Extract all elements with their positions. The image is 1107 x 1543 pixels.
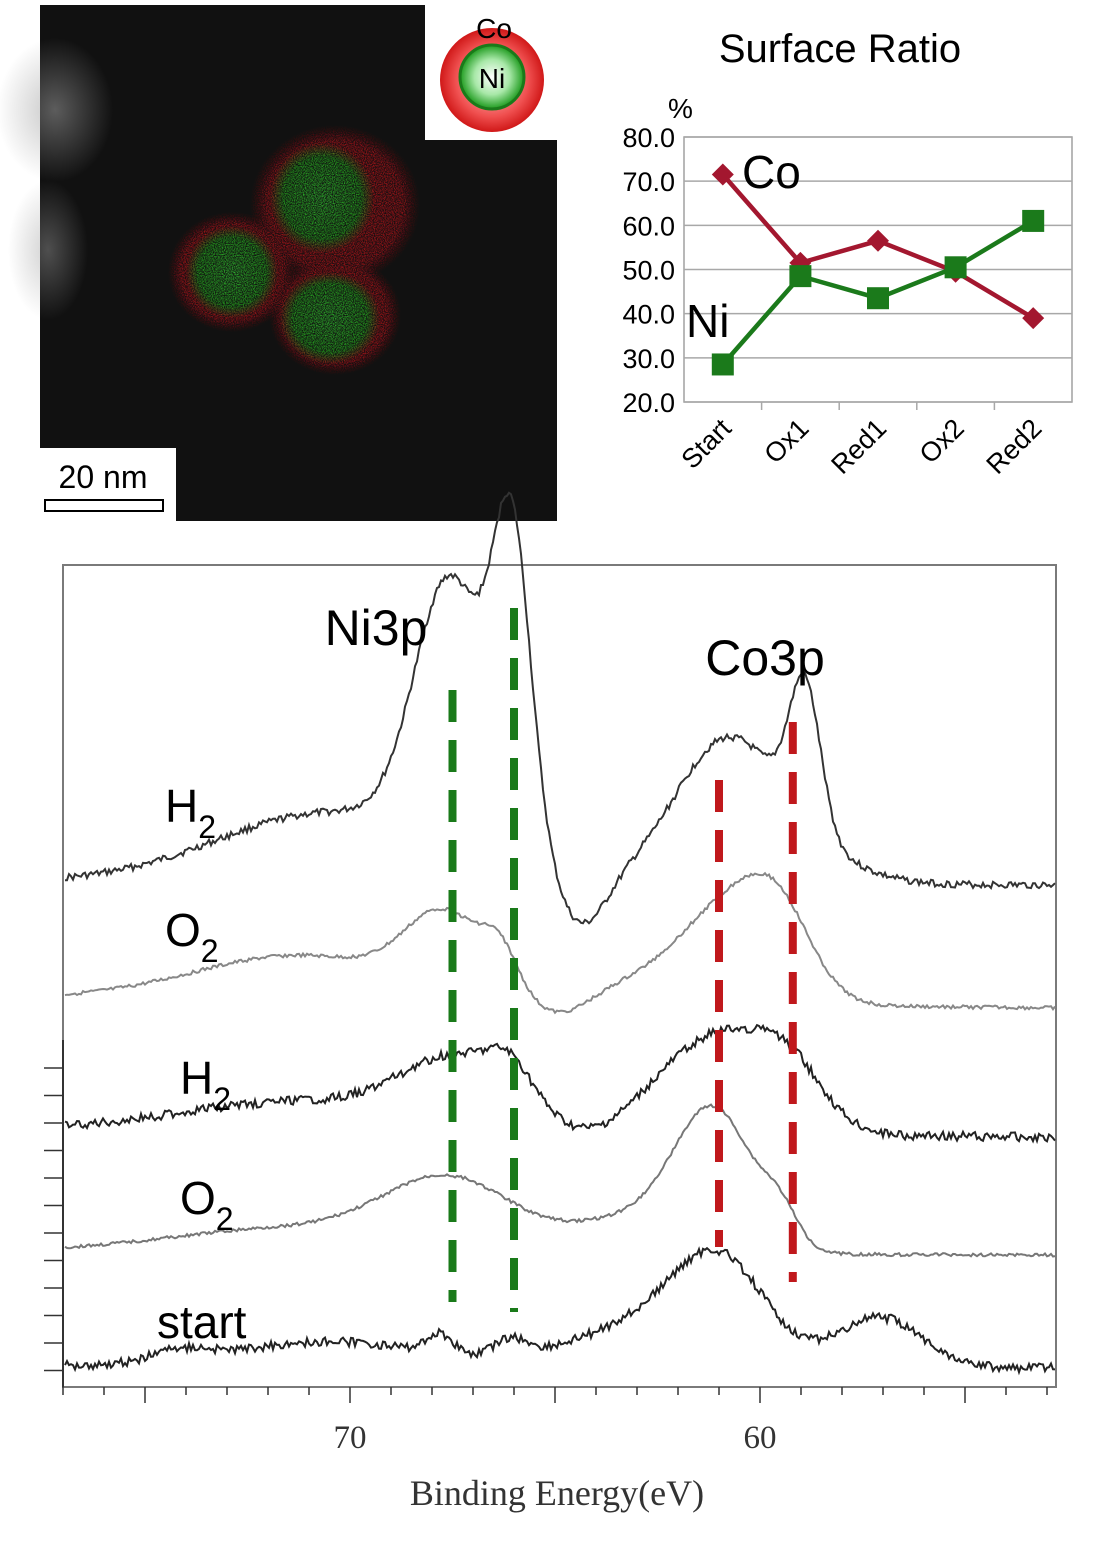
y-axis-label: % bbox=[668, 93, 693, 124]
core-shell-inset: Co Ni bbox=[425, 0, 585, 140]
y-tick-label: 50.0 bbox=[622, 256, 675, 286]
spectra bbox=[64, 491, 1056, 1376]
spectrum-label-subscript: 2 bbox=[216, 1201, 234, 1237]
spectrum-label-main: start bbox=[157, 1296, 247, 1348]
y-tick-label: 60.0 bbox=[622, 211, 675, 241]
spectrum-label-subscript: 2 bbox=[213, 1081, 231, 1117]
x-axis-label: Binding Energy(eV) bbox=[410, 1473, 704, 1513]
data-point-co bbox=[867, 229, 889, 252]
data-point-ni bbox=[944, 256, 967, 279]
grey-particle bbox=[0, 38, 113, 182]
spectrum-label-main: H bbox=[180, 1052, 213, 1104]
spectrum-label-main: H bbox=[165, 780, 198, 832]
x-tick-label: 60 bbox=[744, 1420, 777, 1456]
inset-shell-label: Co bbox=[476, 13, 512, 44]
series bbox=[711, 163, 1045, 376]
spectrum-0 bbox=[65, 491, 1056, 925]
x-tick-label: Red2 bbox=[981, 413, 1048, 480]
spectrum-2 bbox=[64, 1023, 1056, 1145]
gridlines bbox=[684, 136, 1072, 410]
y-tick-labels: 20.0 30.0 40.0 50.0 60.0 70.0 80.0 bbox=[622, 123, 675, 418]
scale-bar bbox=[44, 499, 164, 512]
spectrum-label: O2 bbox=[165, 904, 219, 969]
peak-label-ni3p: Ni3p bbox=[325, 600, 428, 656]
peak-label-co3p: Co3p bbox=[705, 630, 825, 686]
data-point-ni bbox=[1022, 209, 1045, 232]
spectrum-label: H2 bbox=[180, 1052, 231, 1117]
spectrum-label-main: O bbox=[165, 904, 201, 956]
particle-map bbox=[168, 125, 420, 375]
spectrum-4 bbox=[64, 1246, 1056, 1376]
spectrum-label-subscript: 2 bbox=[198, 809, 216, 845]
spectrum-label: H2 bbox=[165, 780, 216, 845]
xps-plot-frame bbox=[62, 564, 1057, 1388]
left-axis-ticks bbox=[44, 1040, 64, 1387]
data-point-ni bbox=[711, 353, 734, 376]
y-tick-label: 70.0 bbox=[622, 167, 675, 197]
x-axis-ticks: 70 60 bbox=[62, 1387, 1048, 1456]
inset-core-label: Ni bbox=[479, 63, 505, 94]
ni-core bbox=[280, 272, 380, 364]
grey-particle bbox=[8, 180, 88, 320]
x-tick-labels: Start Ox1 Red1 Ox2 Red2 bbox=[676, 413, 1048, 480]
x-tick-label: 70 bbox=[334, 1420, 367, 1456]
ni-core-icon bbox=[458, 43, 526, 111]
y-tick-label: 80.0 bbox=[622, 123, 675, 153]
data-point-ni bbox=[789, 265, 812, 288]
ni-core bbox=[186, 226, 278, 318]
spectrum-label-subscript: 2 bbox=[201, 933, 219, 969]
peak-position-markers bbox=[448, 608, 797, 1312]
scale-bar-label: 20 nm bbox=[59, 459, 148, 495]
spectrum-label-main: O bbox=[180, 1172, 216, 1224]
surface-ratio-chart: Surface Ratio % 20.0 30.0 40.0 50.0 60.0 70.0… bbox=[622, 27, 1073, 480]
x-tick-label: Red1 bbox=[825, 413, 892, 480]
x-tick-label: Start bbox=[676, 413, 738, 475]
ni-core bbox=[270, 143, 374, 253]
series-label-ni: Ni bbox=[686, 295, 729, 347]
spectrum-label: O2 bbox=[180, 1172, 234, 1237]
x-tick-label: Ox1 bbox=[758, 413, 814, 469]
spectrum-label: start bbox=[157, 1296, 247, 1348]
chart-title: Surface Ratio bbox=[719, 27, 961, 71]
data-point-co bbox=[711, 163, 734, 186]
spectrum-1 bbox=[64, 871, 1056, 1015]
spectrum-3 bbox=[64, 1103, 1056, 1258]
data-point-co bbox=[1022, 307, 1045, 330]
x-tick-label: Ox2 bbox=[914, 413, 970, 469]
series-label-co: Co bbox=[742, 146, 801, 198]
data-point-ni bbox=[867, 287, 889, 310]
y-tick-label: 20.0 bbox=[622, 388, 675, 418]
y-tick-label: 40.0 bbox=[622, 300, 675, 330]
y-tick-label: 30.0 bbox=[622, 344, 675, 374]
